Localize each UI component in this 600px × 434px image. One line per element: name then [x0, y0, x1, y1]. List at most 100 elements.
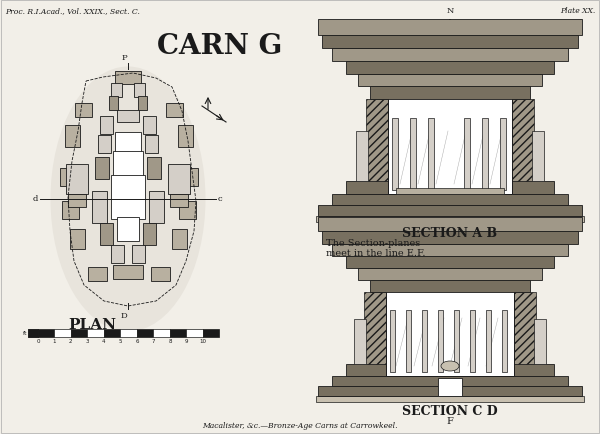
Bar — [428, 119, 434, 191]
Bar — [172, 230, 187, 250]
Bar — [346, 62, 554, 75]
Text: 6: 6 — [135, 338, 139, 343]
Bar — [111, 176, 145, 220]
Bar — [168, 164, 190, 194]
Bar — [166, 104, 183, 118]
Text: CARN G: CARN G — [157, 33, 283, 60]
Bar — [454, 310, 459, 372]
Bar — [187, 329, 203, 337]
Bar — [132, 246, 145, 263]
Bar — [322, 36, 578, 49]
Bar — [358, 268, 542, 280]
Bar — [354, 319, 366, 364]
Bar — [151, 267, 170, 281]
Bar — [113, 265, 143, 279]
Bar — [88, 267, 107, 281]
Text: d: d — [32, 194, 38, 203]
Text: c: c — [218, 194, 223, 203]
Bar — [137, 329, 154, 337]
Text: ft: ft — [23, 331, 27, 336]
Bar — [65, 126, 80, 148]
Bar — [62, 201, 79, 220]
Bar — [318, 206, 582, 217]
Bar — [111, 246, 124, 263]
Bar — [332, 49, 568, 62]
Text: 1: 1 — [53, 338, 56, 343]
Bar — [203, 329, 220, 337]
Bar — [322, 231, 578, 244]
Text: SECTION C D: SECTION C D — [402, 404, 498, 417]
Text: 0: 0 — [36, 338, 40, 343]
Text: The Section-planes
meet in the line E.F.: The Section-planes meet in the line E.F. — [326, 238, 425, 258]
Text: SECTION A B: SECTION A B — [403, 227, 497, 240]
Bar — [149, 191, 164, 224]
Text: 8: 8 — [168, 338, 172, 343]
Bar — [422, 310, 427, 372]
Text: 2: 2 — [69, 338, 73, 343]
Bar — [386, 288, 514, 376]
Bar — [117, 111, 139, 123]
Bar — [95, 158, 109, 180]
Bar — [181, 169, 198, 187]
Bar — [28, 329, 38, 337]
Bar — [346, 364, 554, 376]
Ellipse shape — [50, 67, 206, 332]
Bar — [113, 151, 143, 178]
Bar — [514, 293, 536, 364]
Bar — [370, 280, 530, 293]
Bar — [143, 117, 156, 135]
Bar — [512, 100, 534, 181]
Text: Plate XX.: Plate XX. — [560, 7, 595, 15]
Bar — [486, 310, 491, 372]
Bar — [346, 181, 554, 194]
Bar — [154, 329, 170, 337]
Bar — [147, 158, 161, 180]
Bar — [145, 136, 158, 154]
Bar — [366, 100, 388, 181]
Text: 9: 9 — [185, 338, 188, 343]
Bar — [115, 72, 141, 85]
Bar — [396, 188, 504, 194]
Bar — [75, 104, 92, 118]
Text: 10: 10 — [199, 338, 206, 343]
Bar — [482, 119, 488, 191]
Bar — [332, 194, 568, 206]
Bar — [71, 329, 88, 337]
Text: 7: 7 — [152, 338, 155, 343]
Bar — [318, 217, 582, 231]
Text: 4: 4 — [102, 338, 106, 343]
Bar — [179, 201, 196, 220]
Bar — [104, 329, 121, 337]
Bar — [500, 119, 506, 191]
Text: D: D — [121, 311, 127, 319]
Text: Proc. R.I.Acad., Vol. XXIX., Sect. C.: Proc. R.I.Acad., Vol. XXIX., Sect. C. — [5, 7, 140, 15]
Bar — [143, 224, 156, 246]
Bar — [68, 194, 86, 207]
Text: Macalister, &c.—Bronze-Age Carns at Carrowkeel.: Macalister, &c.—Bronze-Age Carns at Carr… — [202, 421, 398, 429]
Bar — [60, 169, 77, 187]
Bar — [316, 217, 584, 223]
Bar — [534, 319, 546, 364]
Bar — [178, 126, 193, 148]
Bar — [392, 119, 398, 191]
Bar — [316, 396, 584, 402]
Bar — [470, 310, 475, 372]
Text: P: P — [121, 54, 127, 62]
Bar — [318, 20, 582, 36]
Bar — [28, 329, 38, 337]
Bar — [121, 329, 137, 337]
Bar — [356, 132, 368, 181]
Bar — [111, 84, 122, 98]
Text: N: N — [446, 7, 454, 15]
Bar — [358, 75, 542, 87]
Bar — [100, 224, 113, 246]
Text: 5: 5 — [119, 338, 122, 343]
Bar — [364, 293, 386, 364]
Bar — [117, 217, 139, 241]
Bar — [464, 119, 470, 191]
Bar — [406, 310, 411, 372]
Bar — [332, 244, 568, 256]
Bar — [38, 329, 55, 337]
Bar — [390, 310, 395, 372]
Bar — [92, 191, 107, 224]
